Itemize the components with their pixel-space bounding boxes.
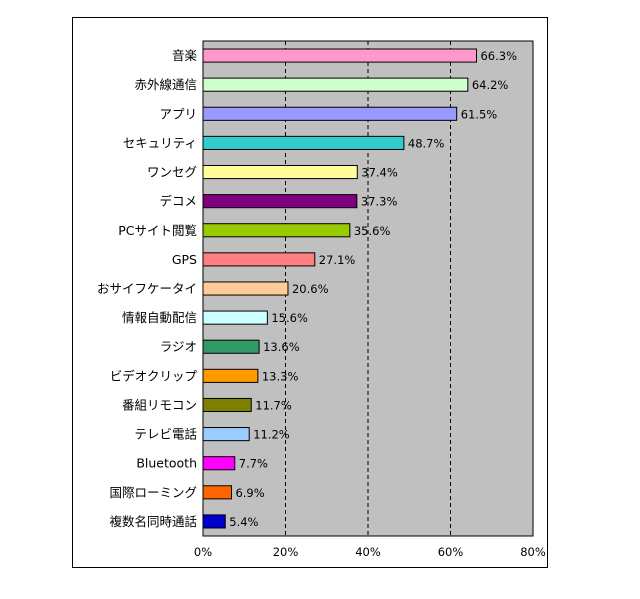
data-label: 37.4% bbox=[361, 166, 398, 180]
data-label: 61.5% bbox=[461, 107, 498, 121]
category-label: ワンセグ bbox=[147, 165, 197, 180]
data-label: 37.3% bbox=[361, 195, 398, 209]
data-label: 48.7% bbox=[408, 136, 445, 150]
category-label: アプリ bbox=[159, 106, 197, 121]
bar bbox=[202, 106, 458, 121]
bar bbox=[202, 339, 260, 354]
data-label: 15.6% bbox=[271, 311, 308, 325]
x-tick-label: 20% bbox=[273, 545, 299, 559]
data-label: 20.6% bbox=[292, 282, 329, 296]
data-label: 27.1% bbox=[319, 253, 356, 267]
category-label: 複数名同時通話 bbox=[109, 514, 197, 529]
bar bbox=[202, 48, 477, 63]
category-label: セキュリティ bbox=[123, 135, 197, 150]
x-tick-label: 40% bbox=[355, 545, 381, 559]
x-axis-ticks: 0% 20% 40% 60% 80% bbox=[194, 545, 546, 559]
data-label: 64.2% bbox=[472, 78, 509, 92]
bars bbox=[202, 48, 477, 529]
data-label: 13.3% bbox=[262, 369, 299, 383]
bar bbox=[202, 164, 358, 180]
bar bbox=[202, 456, 236, 471]
data-label: 11.7% bbox=[255, 398, 292, 412]
bar bbox=[202, 77, 469, 92]
category-label: ラジオ bbox=[160, 339, 197, 354]
category-label: ビデオクリップ bbox=[110, 368, 198, 383]
category-label: 赤外線通信 bbox=[134, 77, 197, 92]
category-label: Bluetooth bbox=[136, 456, 197, 471]
category-label: PCサイト閲覧 bbox=[118, 223, 197, 238]
category-label: 音楽 bbox=[172, 48, 198, 63]
data-label: 66.3% bbox=[480, 49, 517, 63]
bar bbox=[202, 368, 259, 383]
data-label: 11.2% bbox=[253, 428, 290, 442]
x-tick-label: 60% bbox=[438, 545, 464, 559]
bar bbox=[202, 223, 351, 238]
data-label: 35.6% bbox=[354, 224, 391, 238]
category-label: デコメ bbox=[159, 194, 197, 209]
category-label: テレビ電話 bbox=[134, 427, 197, 442]
data-label: 7.7% bbox=[239, 457, 268, 471]
bar bbox=[202, 252, 316, 267]
bar bbox=[202, 281, 289, 296]
data-label: 5.4% bbox=[229, 515, 258, 529]
chart-frame: 音楽赤外線通信アプリセキュリティワンセグデコメ PCサイト閲覧 GPS おサイフケータ… bbox=[72, 17, 548, 568]
bar bbox=[202, 397, 252, 413]
data-label: 13.6% bbox=[263, 340, 300, 354]
x-tick-label: 80% bbox=[520, 545, 546, 559]
x-tick-label: 0% bbox=[194, 545, 212, 559]
bar bbox=[202, 427, 250, 442]
category-label: 情報自動配信 bbox=[122, 310, 197, 325]
data-label: 6.9% bbox=[235, 486, 264, 500]
category-label: おサイフケータイ bbox=[97, 281, 197, 296]
value-labels: 66.3% 64.2% 61.5% 48.7% 37.4% 37.3% 35.6% 27.1%… bbox=[229, 49, 517, 529]
bar bbox=[202, 310, 268, 325]
bar bbox=[202, 194, 358, 209]
bar bbox=[202, 514, 226, 529]
category-label: 番組リモコン bbox=[122, 397, 197, 412]
category-label: 国際ローミング bbox=[109, 485, 197, 500]
category-label: GPS bbox=[172, 252, 197, 267]
bar bbox=[202, 485, 232, 500]
bar bbox=[202, 135, 405, 150]
